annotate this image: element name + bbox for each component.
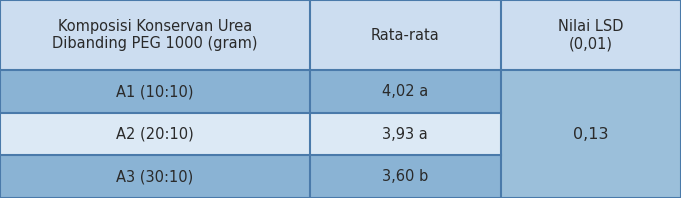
Text: Nilai LSD
(0,01): Nilai LSD (0,01) — [558, 19, 624, 51]
Text: A3 (30:10): A3 (30:10) — [116, 169, 193, 184]
Text: 0,13: 0,13 — [573, 127, 609, 142]
Text: 3,93 a: 3,93 a — [382, 127, 428, 142]
Bar — [310, 70, 501, 113]
Text: A1 (10:10): A1 (10:10) — [116, 84, 193, 99]
Bar — [501, 155, 681, 198]
Text: Rata-rata: Rata-rata — [371, 28, 439, 43]
Bar — [501, 70, 681, 113]
Bar — [310, 155, 501, 198]
Bar — [310, 0, 501, 70]
Bar — [0, 113, 310, 155]
Text: 4,02 a: 4,02 a — [382, 84, 428, 99]
Bar — [0, 0, 310, 70]
Bar — [0, 70, 310, 113]
Bar — [501, 0, 681, 70]
Bar — [310, 113, 501, 155]
Text: A2 (20:10): A2 (20:10) — [116, 127, 194, 142]
Bar — [0, 155, 310, 198]
Text: 3,60 b: 3,60 b — [382, 169, 428, 184]
Bar — [501, 113, 681, 155]
Text: Komposisi Konservan Urea
Dibanding PEG 1000 (gram): Komposisi Konservan Urea Dibanding PEG 1… — [52, 19, 257, 51]
